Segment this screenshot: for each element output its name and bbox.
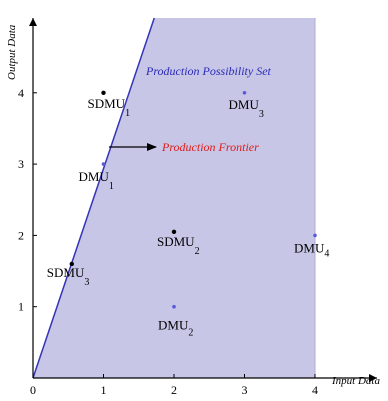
y-tick-label: 2 bbox=[18, 228, 24, 242]
frontier-line bbox=[32, 17, 155, 379]
point-dmu2 bbox=[172, 304, 176, 309]
y-tick-label: 3 bbox=[18, 157, 24, 171]
point-dmu3 bbox=[242, 91, 247, 95]
point-dmu1 bbox=[101, 162, 106, 166]
x-axis-title: Input Data bbox=[331, 375, 380, 387]
x-tick-label: 4 bbox=[312, 383, 318, 397]
x-tick-label: 0 bbox=[30, 383, 36, 397]
point-sdmu2 bbox=[171, 229, 177, 235]
x-tick-label: 1 bbox=[101, 383, 107, 397]
y-tick-label: 1 bbox=[18, 300, 24, 314]
point-dmu4 bbox=[313, 233, 317, 238]
x-tick-label: 2 bbox=[171, 383, 177, 397]
x-axis-arrowhead bbox=[369, 374, 377, 382]
x-tick-label: 3 bbox=[242, 383, 248, 397]
production-possibility-region bbox=[33, 18, 315, 378]
point-sdmu1 bbox=[101, 90, 106, 96]
region-label: Production Possibility Set bbox=[145, 64, 272, 78]
y-axis-title: Output Data bbox=[6, 24, 18, 80]
frontier-label: Production Frontier bbox=[161, 140, 259, 154]
point-sdmu3 bbox=[69, 261, 74, 267]
y-tick-label: 4 bbox=[18, 86, 24, 100]
y-axis-arrowhead bbox=[29, 18, 37, 26]
point-label-dmu4: DMU4 bbox=[294, 240, 329, 259]
